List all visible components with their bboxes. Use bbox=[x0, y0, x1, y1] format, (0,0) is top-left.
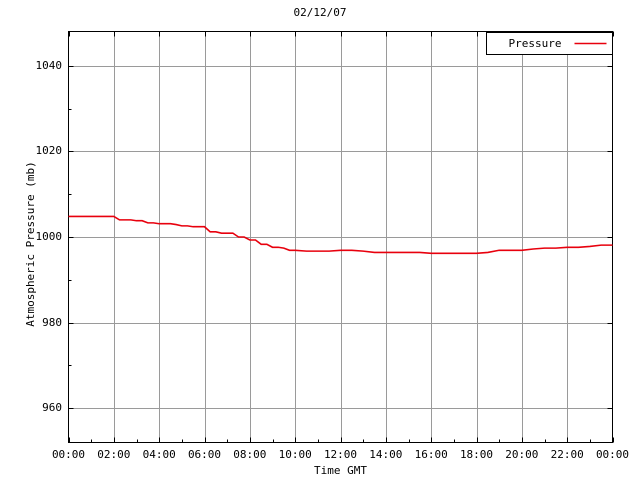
x-tick-label: 02:00 bbox=[97, 448, 131, 461]
x-tick-label: 22:00 bbox=[550, 448, 584, 461]
gridlines bbox=[68, 31, 613, 443]
y-tick-label: 980 bbox=[42, 315, 62, 329]
y-tick-label: 1000 bbox=[35, 230, 63, 243]
x-tick-label: 12:00 bbox=[323, 448, 358, 461]
y-tick-label: 960 bbox=[42, 401, 62, 415]
chart-title: 02/12/07 bbox=[293, 6, 347, 19]
x-tick-label: 06:00 bbox=[187, 448, 222, 461]
y-axis-label: Atmospheric Pressure (mb) bbox=[24, 161, 37, 327]
y-axis-label-wrap: Atmospheric Pressure (mb) bbox=[24, 44, 40, 444]
y-tick-label: 1020 bbox=[35, 144, 63, 158]
legend-frame bbox=[486, 32, 613, 55]
x-tick-label: 18:00 bbox=[459, 448, 494, 461]
series-line-0 bbox=[68, 215, 613, 255]
legend-box bbox=[486, 32, 613, 55]
plot-frame bbox=[68, 31, 613, 443]
x-tick-label: 04:00 bbox=[142, 448, 176, 461]
x-tick-label: 14:00 bbox=[369, 448, 403, 461]
data-series-group bbox=[68, 215, 613, 255]
x-tick-label: 00:00 bbox=[595, 448, 630, 461]
x-tick-label: 10:00 bbox=[278, 448, 312, 461]
x-tick-label: 16:00 bbox=[414, 448, 448, 461]
legend-label: Pressure bbox=[508, 36, 562, 50]
x-tick-label: 00:00 bbox=[51, 448, 86, 461]
y-tick-label: 1040 bbox=[35, 58, 63, 72]
x-tick-label: 08:00 bbox=[233, 448, 267, 461]
x-tick-label: 20:00 bbox=[505, 448, 539, 461]
x-axis-label: Time GMT bbox=[314, 464, 367, 477]
